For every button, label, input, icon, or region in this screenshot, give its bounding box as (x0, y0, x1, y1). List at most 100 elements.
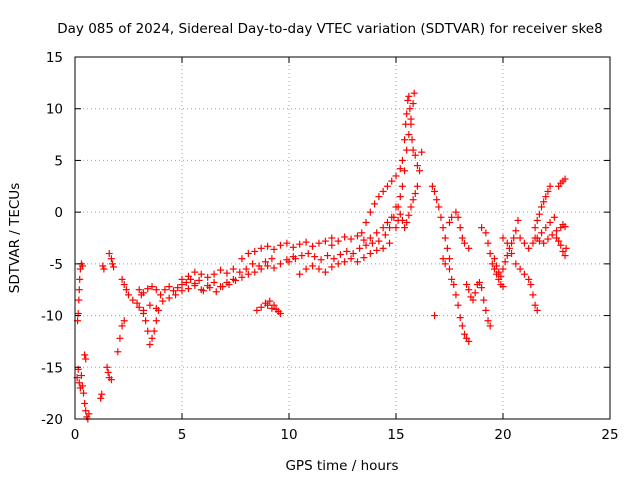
data-point (81, 399, 89, 407)
data-point (236, 268, 244, 276)
data-point (81, 351, 89, 359)
data-point (104, 368, 112, 376)
data-point (328, 263, 336, 271)
data-point (178, 287, 186, 295)
data-point (251, 247, 259, 255)
data-point (257, 244, 265, 252)
data-point (379, 244, 387, 252)
data-point (396, 165, 404, 173)
data-point (531, 234, 539, 242)
data-point (454, 213, 462, 221)
data-point (244, 270, 252, 278)
data-point (555, 237, 563, 245)
data-point (546, 182, 554, 190)
data-point (512, 227, 520, 235)
data-point (371, 200, 379, 208)
data-point (561, 252, 569, 260)
data-point (546, 218, 554, 226)
data-point (403, 218, 411, 226)
data-point (411, 151, 419, 159)
data-point (197, 270, 205, 278)
data-point (505, 244, 513, 252)
x-tick-label: 5 (178, 427, 187, 443)
data-point (514, 216, 522, 224)
data-point (144, 285, 152, 293)
data-point (366, 208, 374, 216)
data-point (99, 262, 107, 270)
data-point (375, 193, 383, 201)
data-point (512, 260, 520, 268)
data-point (100, 265, 108, 273)
data-point (229, 265, 237, 273)
data-point (362, 218, 370, 226)
data-point (217, 266, 225, 274)
data-point (379, 187, 387, 195)
data-point (204, 273, 212, 281)
data-point (366, 234, 374, 242)
data-point (199, 287, 207, 295)
data-point (542, 193, 550, 201)
data-point (268, 255, 276, 263)
data-point (296, 240, 304, 248)
data-point (435, 203, 443, 211)
data-point (157, 291, 165, 299)
x-tick-label: 25 (601, 427, 618, 443)
data-point (165, 283, 173, 291)
y-tick-label: -20 (41, 412, 63, 428)
data-point (85, 410, 93, 418)
data-point (408, 136, 416, 144)
data-point (495, 268, 503, 276)
data-point (206, 284, 214, 292)
y-tick-label: -15 (41, 360, 63, 376)
data-point (133, 299, 141, 307)
data-point (454, 301, 462, 309)
data-point (330, 255, 338, 263)
data-point (484, 239, 492, 247)
data-point (107, 376, 115, 384)
data-point (525, 275, 533, 283)
data-point (368, 239, 376, 247)
data-point (456, 314, 464, 322)
data-point (381, 231, 389, 239)
data-point (375, 237, 383, 245)
data-point (174, 284, 182, 292)
data-point (178, 275, 186, 283)
plot-frame (74, 56, 611, 420)
data-point (251, 268, 259, 276)
data-point (285, 258, 293, 266)
y-tick-label: -5 (50, 257, 63, 273)
data-point (347, 235, 355, 243)
data-point (358, 229, 366, 237)
data-point (411, 190, 419, 198)
data-point (499, 234, 507, 242)
data-point (353, 232, 361, 240)
data-point (373, 246, 381, 254)
data-point (488, 260, 496, 268)
data-point (403, 146, 411, 154)
data-point (75, 379, 83, 387)
data-point (82, 355, 90, 363)
data-point (343, 247, 351, 255)
data-point (184, 272, 192, 280)
data-point (520, 239, 528, 247)
data-point (463, 281, 471, 289)
data-point (75, 286, 83, 294)
data-point (249, 260, 257, 268)
data-point (540, 239, 548, 247)
data-point (120, 281, 128, 289)
data-point (557, 241, 565, 249)
data-point (478, 284, 486, 292)
data-point (475, 278, 483, 286)
data-point (152, 317, 160, 325)
data-point (142, 317, 150, 325)
data-point (398, 156, 406, 164)
data-point (169, 287, 177, 295)
data-point (401, 224, 409, 232)
data-point (416, 167, 424, 175)
data-point (182, 278, 190, 286)
data-point (527, 281, 535, 289)
data-point (544, 187, 552, 195)
data-point (480, 296, 488, 304)
data-point (405, 92, 413, 100)
